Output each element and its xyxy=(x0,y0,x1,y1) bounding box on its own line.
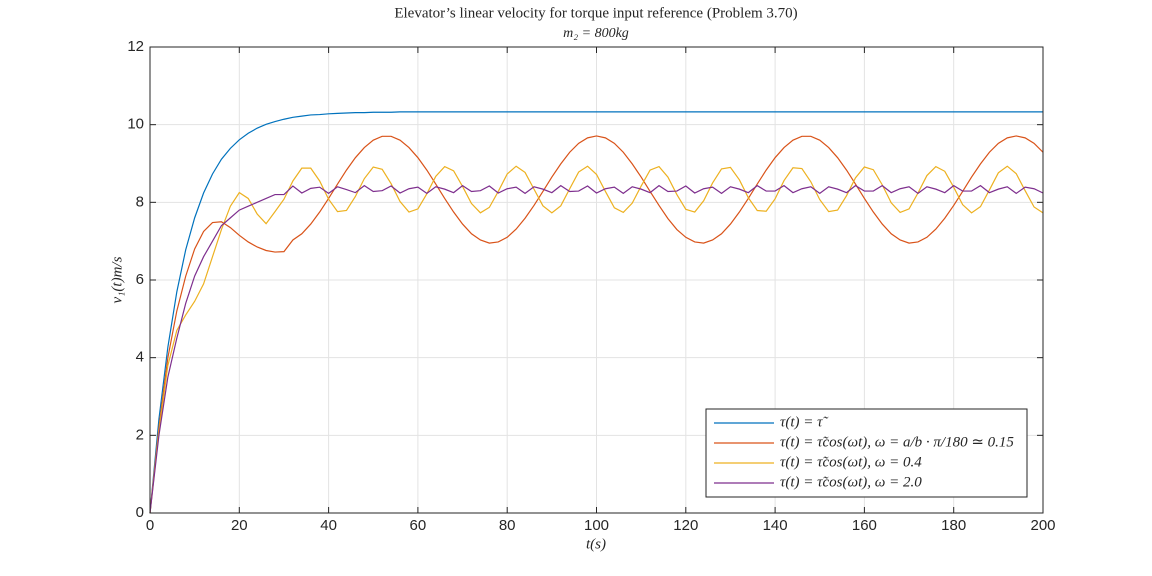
legend-label: τ(t) = τ̃cos(ωt), ω = 2.0 xyxy=(780,474,922,490)
x-tick-label: 0 xyxy=(146,517,154,534)
y-tick-label: 2 xyxy=(136,426,144,443)
x-tick-label: 60 xyxy=(410,517,427,534)
legend-label: τ(t) = τ̃cos(ωt), ω = 0.4 xyxy=(780,454,922,470)
x-tick-label: 80 xyxy=(499,517,516,534)
plot-frame xyxy=(149,46,1044,514)
y-axis-label: v₁(t)m/s xyxy=(109,256,125,303)
series-line xyxy=(149,184,1044,514)
x-tick-label: 200 xyxy=(1030,517,1055,534)
x-axis-label: t(s) xyxy=(586,536,606,552)
series-line xyxy=(149,165,1044,514)
legend-box xyxy=(705,408,1028,498)
y-tick-label: 0 xyxy=(136,504,144,521)
x-tick-label: 140 xyxy=(763,517,788,534)
x-tick-label: 20 xyxy=(231,517,248,534)
chart-subtitle: m₂ = 800kg xyxy=(563,26,629,41)
x-tick-label: 180 xyxy=(941,517,966,534)
legend-label: τ(t) = τ̃ xyxy=(780,414,829,430)
x-tick-label: 100 xyxy=(584,517,609,534)
y-tick-label: 12 xyxy=(127,38,144,55)
series-line xyxy=(149,111,1043,514)
y-tick-label: 6 xyxy=(136,271,144,288)
legend-label: τ(t) = τ̃cos(ωt), ω = a/b · π/180 ≃ 0.15 xyxy=(780,434,1014,450)
series-line xyxy=(149,135,1044,514)
x-tick-label: 40 xyxy=(320,517,337,534)
x-tick-label: 120 xyxy=(673,517,698,534)
y-tick-label: 4 xyxy=(136,349,144,366)
chart-title: Elevator’s linear velocity for torque in… xyxy=(394,5,797,21)
y-tick-label: 8 xyxy=(136,193,144,210)
x-tick-label: 160 xyxy=(852,517,877,534)
y-tick-label: 10 xyxy=(127,116,144,133)
